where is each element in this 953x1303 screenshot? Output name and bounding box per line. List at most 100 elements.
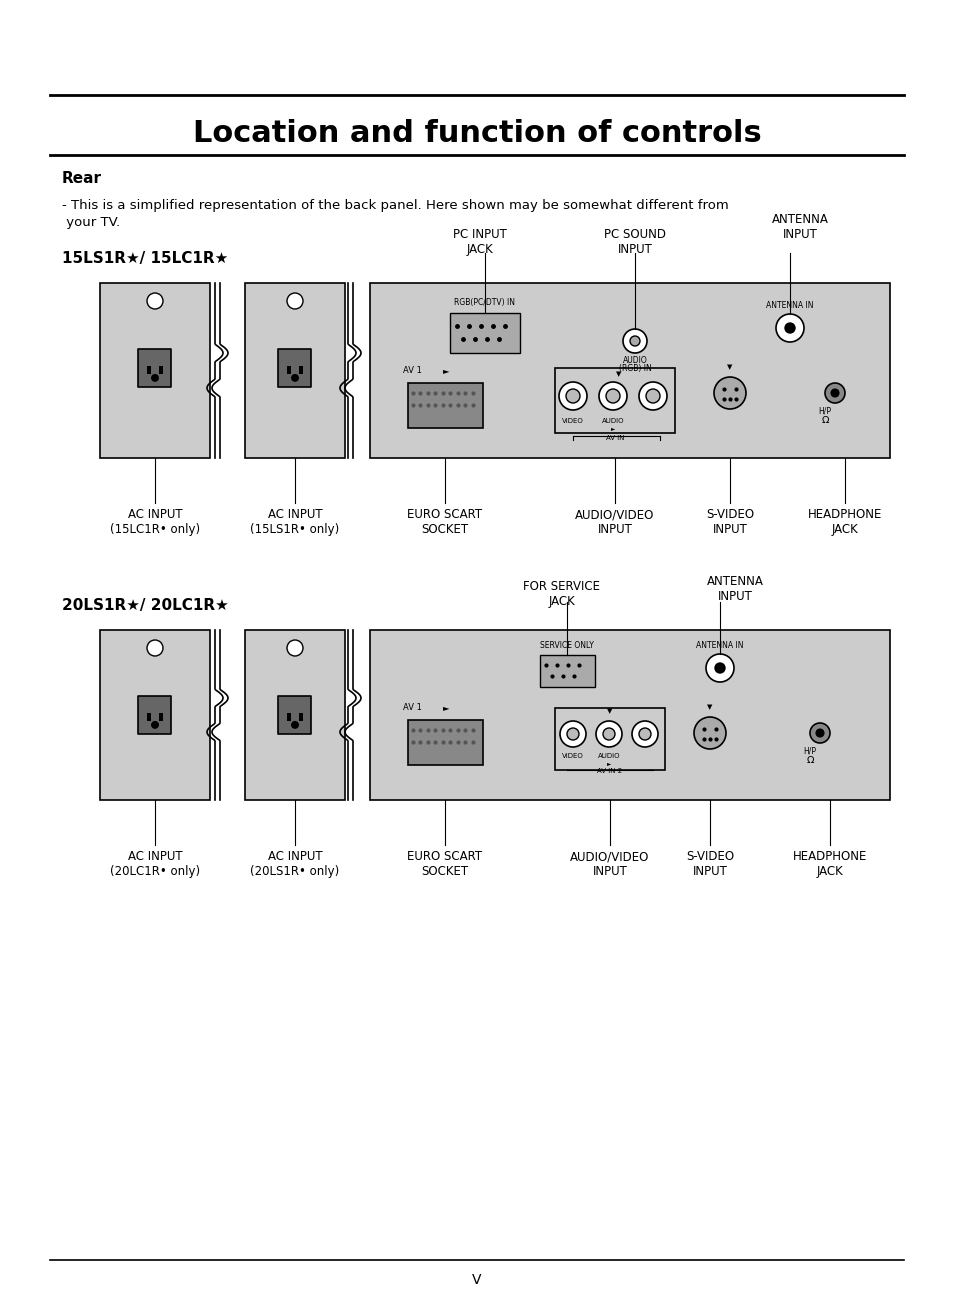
Bar <box>100 629 210 800</box>
Circle shape <box>291 721 298 728</box>
Bar <box>245 283 345 457</box>
Bar <box>287 366 291 374</box>
Circle shape <box>824 383 844 403</box>
Bar <box>159 713 163 721</box>
Circle shape <box>809 723 829 743</box>
Bar <box>138 696 172 734</box>
Bar <box>138 349 172 387</box>
Text: VIDEO: VIDEO <box>561 753 583 760</box>
Text: AUDIO: AUDIO <box>598 753 619 760</box>
Text: S-VIDEO
INPUT: S-VIDEO INPUT <box>685 850 733 878</box>
Text: AV IN 2: AV IN 2 <box>597 767 622 774</box>
Bar <box>555 708 664 770</box>
Circle shape <box>631 721 658 747</box>
Bar <box>147 713 151 721</box>
Circle shape <box>622 328 646 353</box>
Text: AC INPUT
(20LS1R• only): AC INPUT (20LS1R• only) <box>250 850 339 878</box>
Text: Ω: Ω <box>805 754 813 765</box>
Text: PC INPUT
JACK: PC INPUT JACK <box>453 228 506 255</box>
Circle shape <box>784 323 794 334</box>
Circle shape <box>705 654 733 681</box>
Text: 15LS1R★/ 15LC1R★: 15LS1R★/ 15LC1R★ <box>62 250 228 266</box>
Circle shape <box>830 390 838 397</box>
Text: ANTENNA IN: ANTENNA IN <box>696 641 743 650</box>
Circle shape <box>287 640 303 655</box>
Text: ►: ► <box>606 761 611 766</box>
Text: your TV.: your TV. <box>62 215 120 228</box>
Text: ▼: ▼ <box>616 371 621 377</box>
Circle shape <box>602 728 615 740</box>
Circle shape <box>775 314 803 341</box>
Bar <box>245 629 345 800</box>
Circle shape <box>558 382 586 410</box>
Text: AUDIO/VIDEO
INPUT: AUDIO/VIDEO INPUT <box>575 508 654 536</box>
Text: ANTENNA
INPUT: ANTENNA INPUT <box>706 575 762 603</box>
Bar <box>287 713 291 721</box>
Text: ANTENNA IN: ANTENNA IN <box>765 301 813 310</box>
Text: ANTENNA
INPUT: ANTENNA INPUT <box>771 212 827 241</box>
Text: S-VIDEO
INPUT: S-VIDEO INPUT <box>705 508 753 536</box>
Text: HEADPHONE
JACK: HEADPHONE JACK <box>792 850 866 878</box>
Bar <box>147 366 151 374</box>
Text: FOR SERVICE
JACK: FOR SERVICE JACK <box>523 580 599 609</box>
Circle shape <box>151 374 159 382</box>
Bar <box>278 349 312 387</box>
Bar <box>370 629 889 800</box>
Bar <box>100 283 210 457</box>
Circle shape <box>645 390 659 403</box>
Text: PC SOUND
INPUT: PC SOUND INPUT <box>603 228 665 255</box>
Bar <box>159 366 163 374</box>
Text: (RGB) IN: (RGB) IN <box>618 364 651 373</box>
Text: ►: ► <box>442 366 449 375</box>
Text: EURO SCART
SOCKET: EURO SCART SOCKET <box>407 508 482 536</box>
Bar <box>539 655 595 687</box>
Text: HEADPHONE
JACK: HEADPHONE JACK <box>807 508 882 536</box>
Text: RGB(PC/DTV) IN: RGB(PC/DTV) IN <box>454 298 515 308</box>
Bar <box>370 283 889 457</box>
Text: V: V <box>472 1273 481 1287</box>
Text: H/P: H/P <box>818 407 831 414</box>
Text: VIDEO: VIDEO <box>561 418 583 423</box>
Text: ▼: ▼ <box>726 364 732 370</box>
Text: AUDIO: AUDIO <box>622 356 647 365</box>
Text: AC INPUT
(20LC1R• only): AC INPUT (20LC1R• only) <box>110 850 200 878</box>
Circle shape <box>151 721 159 728</box>
Circle shape <box>565 390 579 403</box>
Text: ►: ► <box>442 704 449 711</box>
Text: - This is a simplified representation of the back panel. Here shown may be somew: - This is a simplified representation of… <box>62 198 728 211</box>
Circle shape <box>815 728 823 737</box>
Bar <box>408 383 482 427</box>
Text: H/P: H/P <box>802 747 816 754</box>
Text: EURO SCART
SOCKET: EURO SCART SOCKET <box>407 850 482 878</box>
Circle shape <box>147 640 163 655</box>
Circle shape <box>287 293 303 309</box>
Circle shape <box>291 374 298 382</box>
Circle shape <box>693 717 725 749</box>
Circle shape <box>639 728 650 740</box>
Text: ▼: ▼ <box>706 704 712 710</box>
Text: AV 1: AV 1 <box>402 704 421 711</box>
Text: Location and function of controls: Location and function of controls <box>193 119 760 147</box>
Text: Ω: Ω <box>821 414 828 425</box>
Bar <box>299 366 303 374</box>
Circle shape <box>598 382 626 410</box>
Text: AV 1: AV 1 <box>402 366 421 375</box>
Bar <box>408 721 482 765</box>
Circle shape <box>559 721 585 747</box>
Text: AC INPUT
(15LS1R• only): AC INPUT (15LS1R• only) <box>250 508 339 536</box>
Text: Rear: Rear <box>62 171 102 185</box>
Text: AUDIO/VIDEO
INPUT: AUDIO/VIDEO INPUT <box>570 850 649 878</box>
Circle shape <box>713 377 745 409</box>
Circle shape <box>714 663 724 674</box>
Circle shape <box>605 390 619 403</box>
Circle shape <box>639 382 666 410</box>
Text: ►: ► <box>610 426 615 431</box>
Bar <box>555 367 675 433</box>
Bar <box>299 713 303 721</box>
Text: AUDIO: AUDIO <box>601 418 623 423</box>
Bar <box>278 696 312 734</box>
Text: SERVICE ONLY: SERVICE ONLY <box>539 641 594 650</box>
Circle shape <box>629 336 639 347</box>
Text: AC INPUT
(15LC1R• only): AC INPUT (15LC1R• only) <box>110 508 200 536</box>
Circle shape <box>147 293 163 309</box>
